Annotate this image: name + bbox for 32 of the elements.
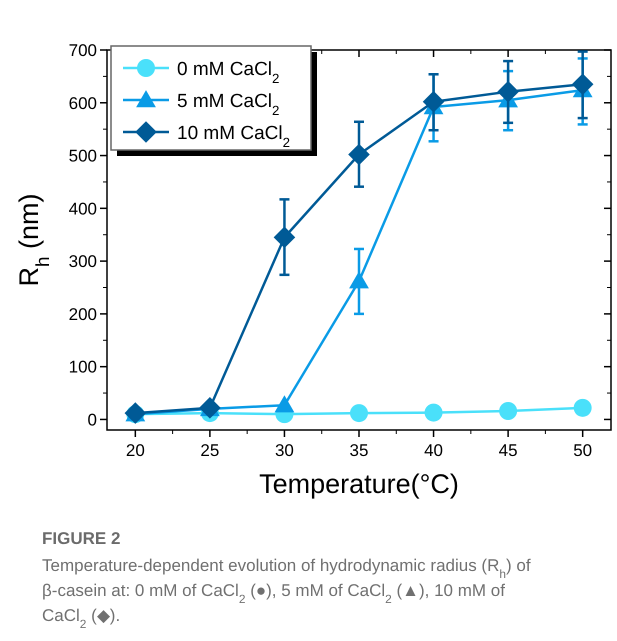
text: Temperature-dependent evolution of hydrodynamic radius (R$_{h}$) of β-casein at: 0 mM of CaCl$_{2}$ (●), 5 mM of CaCl$_{2}$ (▲), 10 mM of CaCl$_{2}$ (◆).: [42, 556, 531, 631]
point: [349, 271, 369, 288]
y-tick-label: 100: [68, 358, 97, 377]
point: [499, 402, 518, 420]
x-axis-title: Temperature(°C): [259, 469, 459, 499]
point: [424, 404, 443, 422]
x-tick-label: 20: [126, 441, 145, 460]
point: [497, 80, 519, 102]
point: [350, 404, 368, 422]
y-tick-label: 700: [68, 41, 97, 60]
point: [574, 398, 592, 417]
point: [274, 395, 294, 412]
x-tick-label: 35: [350, 441, 368, 460]
legend-label: 10 mM CaCl$_{2}$: [177, 123, 290, 150]
point: [348, 144, 370, 166]
legend-label: 0 mM CaCl$_{2}$: [177, 59, 280, 86]
point: [422, 90, 444, 113]
x-tick-label: 50: [573, 441, 592, 460]
x-tick-label: 30: [274, 441, 294, 460]
x-tick-label: 45: [498, 441, 518, 460]
legend-label: 5 mM CaCl$_{2}$: [177, 91, 280, 118]
y-tick-label: 0: [88, 410, 97, 430]
text: FIGURE 2: [42, 529, 120, 548]
y-tick-label: 500: [68, 146, 97, 166]
x-tick-label: 25: [200, 441, 220, 460]
y-tick-label: 300: [68, 252, 97, 272]
y-tick-label: 600: [68, 94, 97, 113]
point: [274, 226, 296, 248]
y-tick-label: 200: [68, 304, 97, 324]
point: [572, 74, 594, 96]
y-tick-label: 400: [68, 199, 97, 218]
x-tick-label: 40: [424, 441, 444, 460]
